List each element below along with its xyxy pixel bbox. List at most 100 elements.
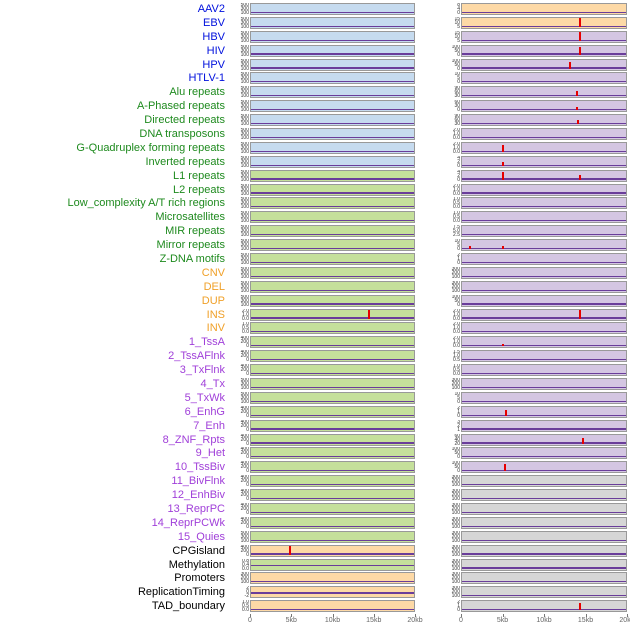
right-panel	[461, 489, 627, 502]
y-tick-label: 100	[240, 148, 249, 154]
left-ytick-labels: 500 300 100	[228, 211, 250, 223]
y-tick-label: 100	[240, 232, 249, 238]
y-tick-label: 300	[451, 475, 460, 481]
track-row: HTLV-1 500 300 100 10 5 0	[0, 71, 630, 85]
right-ytick-labels: 10 5 0	[415, 392, 461, 404]
y-tick-label: 300	[451, 586, 460, 592]
track-row: Microsatellites 500 300 100 1.0 0.5 0.0	[0, 210, 630, 224]
left-panel	[250, 377, 415, 390]
signal-baseline	[462, 275, 626, 277]
y-tick-label: 200	[240, 436, 249, 443]
y-tick-label: 0	[457, 176, 460, 182]
y-tick-label: 0	[457, 301, 460, 307]
y-tick-label: 500	[240, 252, 249, 258]
y-tick-label: 100	[451, 510, 460, 516]
y-tick-label: 100	[451, 523, 460, 529]
y-tick-label: 100	[240, 93, 249, 99]
row-label: 15_Quies	[177, 530, 225, 543]
y-tick-label: 0	[457, 468, 460, 474]
track-row: HBV 500 300 100 15 10 5	[0, 30, 630, 44]
right-panel	[461, 155, 627, 168]
y-tick-label: 2.0	[453, 336, 460, 342]
signal-baseline	[462, 220, 626, 222]
right-ytick-labels: 300 200 100	[415, 489, 461, 501]
track-row: HPV 500 300 100 100 50 0	[0, 58, 630, 72]
y-tick-label: 20	[454, 440, 460, 446]
signal-baseline	[251, 317, 414, 319]
right-panel	[461, 600, 627, 613]
x-tick-mark	[250, 614, 251, 618]
signal-baseline	[462, 317, 626, 319]
y-tick-label: 400	[240, 419, 249, 425]
signal-baseline	[251, 470, 414, 472]
signal-baseline	[251, 414, 414, 416]
left-ytick-labels: 500 300 100	[228, 281, 250, 293]
right-panel	[461, 475, 627, 488]
x-tick-mark	[502, 614, 504, 618]
signal-baseline	[462, 609, 626, 611]
y-tick-label: 1.0	[453, 325, 460, 332]
y-tick-label: 500	[240, 155, 249, 161]
row-label: Directed repeats	[144, 114, 225, 127]
right-ytick-labels: 90 60 30	[415, 86, 461, 98]
signal-baseline	[251, 428, 414, 430]
right-panel	[461, 86, 627, 99]
signal-baseline	[462, 11, 626, 13]
left-panel	[250, 155, 415, 168]
left-panel	[250, 544, 415, 557]
right-ytick-labels: 2.0 1.0 0.0	[415, 309, 461, 321]
y-tick-label: 7.5	[453, 225, 460, 231]
y-tick-label: 0	[246, 371, 249, 377]
left-ytick-labels: 500 300 100	[228, 225, 250, 237]
y-tick-label: 0	[457, 246, 460, 252]
signal-baseline	[462, 95, 626, 97]
signal-baseline	[462, 206, 626, 208]
right-panel	[461, 516, 627, 529]
left-ytick-labels: 500 300 100	[228, 100, 250, 112]
y-tick-label: 0	[246, 523, 249, 529]
y-tick-label: 200	[240, 367, 249, 374]
left-ytick-labels: 400 200 0	[228, 517, 250, 529]
y-tick-label: 0	[457, 162, 460, 168]
signal-baseline	[462, 400, 626, 402]
left-panel	[250, 266, 415, 279]
y-tick-label: 200	[240, 339, 249, 346]
signal-baseline	[462, 81, 626, 83]
y-tick-label: 300	[240, 19, 249, 26]
track-row: L1 repeats 500 300 100 4 2 0	[0, 169, 630, 183]
y-tick-label: 500	[240, 377, 249, 383]
track-row: A-Phased repeats 500 300 100 60 30 0	[0, 99, 630, 113]
signal-baseline	[251, 11, 414, 13]
y-tick-label: 200	[240, 575, 249, 582]
y-tick-label: 0	[246, 482, 249, 488]
signal-baseline	[462, 595, 626, 597]
y-tick-label: 300	[451, 503, 460, 508]
right-ytick-labels: 300 200 100	[415, 281, 461, 293]
right-ytick-labels: 7.5 5.0 2.5	[415, 225, 461, 237]
signal-baseline	[462, 345, 626, 347]
y-tick-label: 50	[454, 297, 460, 304]
y-tick-label: 400	[240, 433, 249, 439]
y-tick-label: 300	[240, 103, 249, 110]
x-tick-label: 15kb	[366, 617, 382, 625]
y-tick-label: 100	[240, 204, 249, 210]
y-tick-label: 100	[240, 9, 249, 15]
y-tick-label: 100	[451, 294, 460, 300]
y-tick-label: 10	[454, 239, 460, 245]
left-panel	[250, 350, 415, 363]
left-ytick-labels: 400 200 0	[228, 420, 250, 432]
y-tick-label: 100	[451, 287, 460, 293]
track-row: 12_EnhBiv 400 200 0 300 200 100	[0, 488, 630, 502]
left-ytick-labels: 500 300 100	[228, 3, 250, 15]
y-tick-label: 0.5	[453, 214, 460, 221]
x-axis-left: 0 5kb 10kb 15kb 20kb	[248, 614, 423, 627]
right-ytick-labels: 100 50 0	[415, 45, 461, 57]
left-ytick-labels: 1.0 0.5 0.0	[228, 600, 250, 612]
y-tick-label: 1.0	[453, 339, 460, 346]
track-row: INS 2.0 1.0 0.0 2.0 1.0 0.0	[0, 308, 630, 322]
y-tick-label: 300	[240, 269, 249, 276]
y-tick-label: 500	[240, 114, 249, 120]
signal-baseline	[251, 581, 414, 583]
